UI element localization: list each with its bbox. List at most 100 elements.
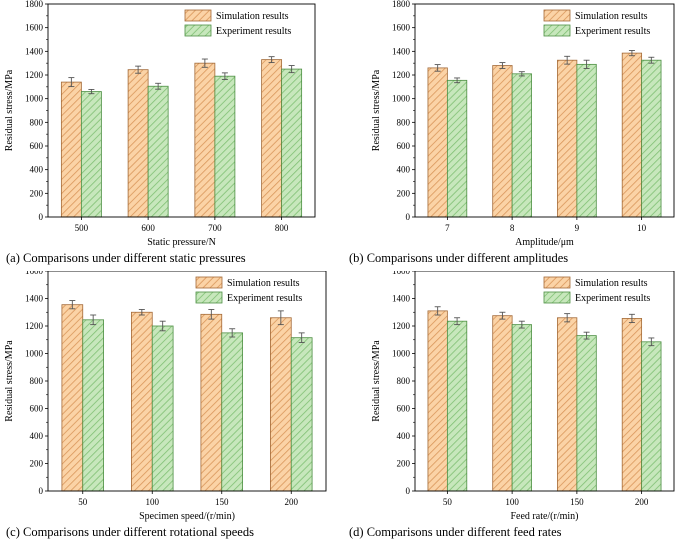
y-tick-label: 200 xyxy=(397,188,411,198)
error-bar-simulation-50 xyxy=(434,306,441,316)
y-tick-label: 200 xyxy=(397,459,411,469)
x-tick-label: 600 xyxy=(141,223,155,233)
legend-swatch-simulation xyxy=(543,9,571,22)
chart-c: 0 200 400 600 800 1000 1200 1400 1600 50 100 150 200… xyxy=(4,271,327,539)
y-tick-label: 1400 xyxy=(392,294,411,304)
legend-label-experiment: Experiment results xyxy=(227,293,302,304)
chart-b: 0 200 400 600 800 1000 1200 1400 1600 1800 7 8 9 10 Am… xyxy=(349,0,675,265)
y-tick-label: 1400 xyxy=(25,294,44,304)
y-axis-label: Residual stress/MPa xyxy=(371,69,382,151)
chart-panel-b: 0 200 400 600 800 1000 1200 1400 1600 1800 7 8 9 10 Am… xyxy=(343,0,685,271)
x-tick-label: 10 xyxy=(637,223,647,233)
error-bar-experiment-7 xyxy=(454,77,461,84)
error-bar-simulation-500 xyxy=(68,77,75,88)
error-bar-experiment-200 xyxy=(298,332,305,343)
chart-panel-d: 0 200 400 600 800 1000 1200 1400 1600 50 100 150 200… xyxy=(343,271,685,542)
bar-simulation-150 xyxy=(200,313,223,492)
bar-simulation-50 xyxy=(427,310,448,492)
y-tick-label: 1400 xyxy=(25,46,44,56)
legend-swatch-simulation xyxy=(195,276,223,289)
legend-label-simulation: Simulation results xyxy=(216,11,289,22)
bar-experiment-150 xyxy=(576,335,597,492)
legend-label-simulation: Simulation results xyxy=(575,11,648,22)
chart-panel-c: 0 200 400 600 800 1000 1200 1400 1600 50 100 150 200… xyxy=(0,271,342,542)
legend-label-simulation: Simulation results xyxy=(575,278,648,289)
error-bar-simulation-9 xyxy=(564,55,571,65)
y-tick-label: 800 xyxy=(30,376,44,386)
bar-experiment-50 xyxy=(446,320,468,492)
chart-panel-a: 0 200 400 600 800 1000 1200 1400 1600 1800 500 600 7… xyxy=(0,0,342,271)
bar-experiment-600 xyxy=(147,85,169,218)
y-axis-label: Residual stress/MPa xyxy=(4,69,15,151)
error-bar-simulation-150 xyxy=(564,313,571,323)
x-tick-label: 700 xyxy=(208,223,222,233)
bar-simulation-9 xyxy=(557,59,578,218)
error-bar-experiment-150 xyxy=(583,331,590,340)
y-tick-label: 600 xyxy=(397,141,411,151)
chart-caption: (b) Comparisons under different amplitud… xyxy=(349,251,568,265)
y-tick-label: 1200 xyxy=(392,321,411,331)
bar-simulation-800 xyxy=(261,59,283,218)
error-bar-simulation-800 xyxy=(268,56,275,64)
bar-simulation-100 xyxy=(492,315,513,492)
error-bar-experiment-50 xyxy=(454,317,461,326)
error-bar-experiment-50 xyxy=(90,314,97,326)
bar-experiment-150 xyxy=(221,332,244,492)
error-bar-simulation-150 xyxy=(208,309,215,320)
y-tick-label: 1000 xyxy=(25,349,44,359)
x-tick-label: 100 xyxy=(146,497,160,507)
error-bar-simulation-100 xyxy=(499,311,506,320)
x-tick-label: 50 xyxy=(443,497,453,507)
y-tick-label: 1400 xyxy=(392,46,411,56)
legend-swatch-experiment xyxy=(184,24,212,37)
legend-swatch-experiment xyxy=(543,291,571,304)
y-tick-label: 1800 xyxy=(392,0,411,9)
error-bar-experiment-500 xyxy=(88,88,95,95)
chart-caption: (d) Comparisons under different feed rat… xyxy=(349,525,562,539)
x-tick-label: 500 xyxy=(75,223,89,233)
y-tick-label: 0 xyxy=(406,486,411,496)
y-tick-label: 400 xyxy=(397,431,411,441)
x-axis-label: Amplitude/μm xyxy=(515,237,574,248)
bar-experiment-100 xyxy=(511,324,532,492)
y-tick-label: 1200 xyxy=(25,70,44,80)
legend-label-experiment: Experiment results xyxy=(216,26,291,37)
bar-simulation-500 xyxy=(60,81,82,218)
y-tick-label: 1800 xyxy=(25,0,44,9)
error-bar-experiment-9 xyxy=(583,59,590,69)
x-tick-label: 200 xyxy=(635,497,649,507)
bar-simulation-7 xyxy=(427,67,448,218)
y-tick-label: 1600 xyxy=(25,23,44,33)
y-tick-label: 800 xyxy=(30,117,44,127)
x-tick-label: 7 xyxy=(445,223,450,233)
x-axis-label: Specimen speed/(r/min) xyxy=(139,511,235,522)
x-tick-label: 100 xyxy=(505,497,519,507)
y-tick-label: 200 xyxy=(30,188,44,198)
bar-experiment-500 xyxy=(80,91,102,218)
y-tick-label: 0 xyxy=(406,212,411,222)
y-tick-label: 600 xyxy=(30,404,44,414)
bar-simulation-200 xyxy=(269,317,292,492)
error-bar-simulation-700 xyxy=(201,58,208,68)
error-bar-simulation-10 xyxy=(628,50,635,57)
bar-experiment-200 xyxy=(290,337,313,492)
error-bar-experiment-600 xyxy=(155,82,162,90)
bar-simulation-600 xyxy=(127,69,149,218)
bar-experiment-800 xyxy=(281,68,303,218)
y-axis-label: Residual stress/MPa xyxy=(4,340,15,422)
x-axis-label: Feed rate/(r/min) xyxy=(510,511,578,522)
x-tick-label: 150 xyxy=(570,497,584,507)
bar-experiment-7 xyxy=(446,79,468,218)
legend-swatch-experiment xyxy=(543,24,571,37)
y-tick-label: 800 xyxy=(397,376,411,386)
y-tick-label: 200 xyxy=(30,459,44,469)
bar-experiment-200 xyxy=(641,341,662,492)
bar-experiment-9 xyxy=(576,63,597,218)
y-tick-label: 1000 xyxy=(392,94,411,104)
y-tick-label: 600 xyxy=(397,404,411,414)
y-tick-label: 0 xyxy=(39,212,44,222)
y-tick-label: 1600 xyxy=(392,271,411,276)
y-tick-label: 1600 xyxy=(25,271,44,276)
y-tick-label: 0 xyxy=(39,486,44,496)
error-bar-simulation-200 xyxy=(277,310,284,326)
